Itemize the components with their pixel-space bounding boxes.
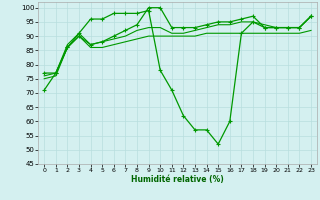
X-axis label: Humidité relative (%): Humidité relative (%) [131, 175, 224, 184]
